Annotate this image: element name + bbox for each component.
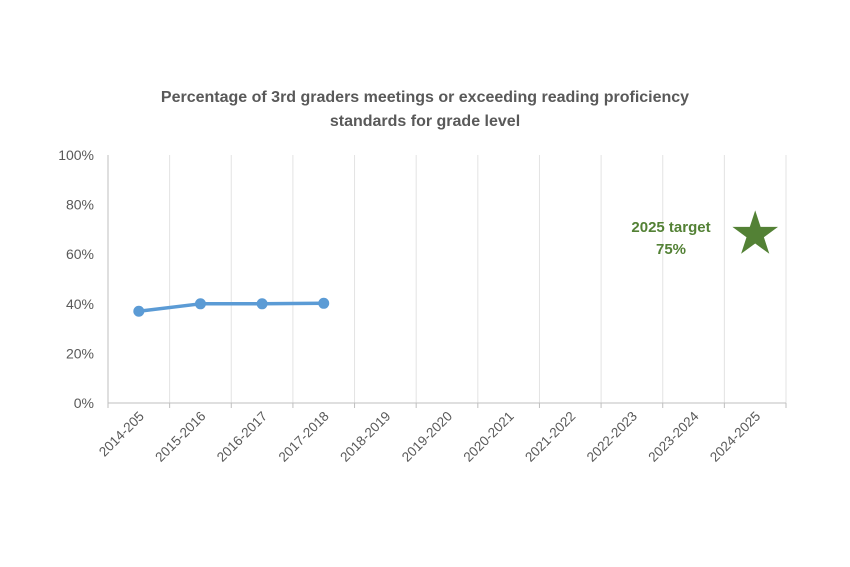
chart-title: Percentage of 3rd graders meetings or ex… [0, 86, 850, 134]
x-tick-label: 2015-2016 [152, 409, 208, 465]
data-point [133, 305, 145, 317]
chart-title-line-1: Percentage of 3rd graders meetings or ex… [160, 89, 690, 106]
series-line [137, 301, 326, 313]
x-tick-label: 2021-2022 [522, 409, 578, 465]
target-label-line: 75% [656, 241, 686, 258]
x-tick-label: 2018-2019 [337, 409, 393, 465]
target-label-line: 2025 target [631, 219, 710, 236]
y-tick-label: 60% [66, 246, 94, 262]
x-tick-label: 2023-2024 [645, 408, 702, 465]
series-points [133, 297, 330, 317]
y-tick-label: 100% [58, 147, 94, 163]
data-point [256, 298, 268, 310]
data-point [194, 298, 206, 310]
y-tick-label: 80% [66, 197, 94, 213]
x-tick-label: 2024-2025 [707, 409, 763, 465]
axes [107, 155, 787, 408]
y-tick-label: 40% [66, 296, 94, 312]
y-tick-label: 0% [74, 395, 94, 411]
y-tick-labels: 0% 20% 40% 60% 80% 100% [58, 147, 94, 411]
chart-title-line-2: standards for grade level [329, 113, 521, 130]
data-point [318, 297, 330, 309]
x-tick-label: 2017-2018 [276, 409, 332, 465]
grid-lines [169, 155, 787, 403]
x-tick-labels: 2014-205 2015-2016 2016-2017 2017-2018 2018-… [96, 408, 763, 465]
x-tick-label: 2014-205 [96, 409, 147, 460]
target-star-icon [732, 210, 778, 254]
x-tick-label: 2022-2023 [584, 409, 640, 465]
series-line-path [137, 301, 326, 313]
y-tick-label: 20% [66, 345, 94, 361]
x-tick-label: 2019-2020 [399, 409, 455, 465]
target-annotation: 2025 target 75% [631, 210, 778, 258]
x-tick-label: 2016-2017 [214, 409, 270, 465]
x-tick-label: 2020-2021 [460, 409, 516, 465]
